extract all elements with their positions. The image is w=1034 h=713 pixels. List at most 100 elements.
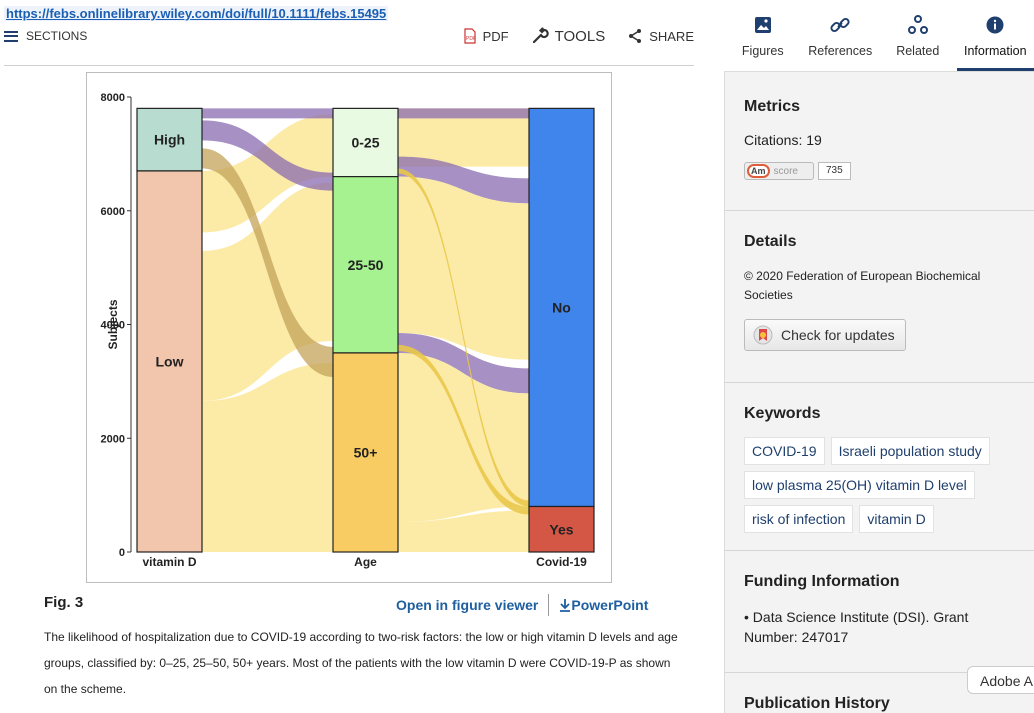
flow-band bbox=[202, 148, 333, 377]
node-label: 0-25 bbox=[351, 135, 379, 151]
keywords-title: Keywords bbox=[744, 405, 821, 422]
open-figure-viewer-link[interactable]: Open in figure viewer bbox=[396, 597, 539, 613]
funding-section: Funding Information • Data Science Insti… bbox=[724, 550, 1034, 672]
publication-history-title[interactable]: Publication History bbox=[744, 695, 890, 712]
check-updates-label: Check for updates bbox=[781, 327, 895, 343]
altmetric-logo: Am bbox=[747, 164, 770, 178]
keyword-tag[interactable]: Israeli population study bbox=[830, 437, 990, 465]
details-section: Details © 2020 Federation of European Bi… bbox=[724, 210, 1034, 382]
adobe-popup[interactable]: Adobe A bbox=[967, 666, 1034, 694]
y-tick-label: 4000 bbox=[101, 320, 125, 332]
flow-band bbox=[398, 156, 529, 204]
figure-caption: The likelihood of hospitalization due to… bbox=[44, 630, 678, 696]
hamburger-icon bbox=[4, 30, 18, 42]
link-icon bbox=[830, 17, 850, 33]
flow-band bbox=[398, 510, 529, 552]
crossmark-icon bbox=[753, 325, 773, 345]
node-label: High bbox=[154, 132, 185, 148]
tab-references[interactable]: References bbox=[802, 0, 880, 71]
x-axis-label: Age bbox=[354, 555, 377, 569]
right-panel bbox=[724, 0, 1034, 713]
tab-related[interactable]: Related bbox=[879, 0, 957, 71]
page-url[interactable]: https://febs.onlinelibrary.wiley.com/doi… bbox=[4, 6, 389, 21]
metrics-section: Metrics Citations: 19 Am score 735 bbox=[724, 72, 1034, 210]
tab-label: References bbox=[808, 44, 873, 58]
pdf-button[interactable]: PDF PDF bbox=[463, 28, 509, 44]
figure-label: Fig. 3 bbox=[44, 594, 84, 611]
tab-figures[interactable]: Figures bbox=[724, 0, 802, 71]
figure-3-image[interactable]: 0 2000 4000 6000 8000 Subjects High Low 0-25 25-5… bbox=[86, 72, 612, 583]
node-label: Low bbox=[156, 353, 184, 369]
node-low bbox=[136, 170, 203, 553]
flow-band bbox=[398, 168, 529, 507]
flow-band bbox=[398, 108, 529, 167]
tab-label: Figures bbox=[741, 44, 784, 58]
node-yes bbox=[528, 505, 595, 553]
node-25-50 bbox=[332, 176, 399, 354]
keywords-section: Keywords COVID-19 Israeli population stu… bbox=[724, 382, 1034, 550]
flow-band bbox=[202, 362, 333, 552]
node-high bbox=[136, 107, 203, 172]
flow-band bbox=[202, 114, 333, 233]
copyright-text: © 2020 Federation of European Biochemica… bbox=[744, 269, 981, 302]
share-icon bbox=[629, 29, 642, 43]
sankey-chart: 0 2000 4000 6000 8000 Subjects High Low 0-25 25-5… bbox=[101, 92, 595, 569]
sections-menu[interactable]: SECTIONS bbox=[4, 29, 87, 43]
flow-band bbox=[398, 344, 529, 515]
pdf-label: PDF bbox=[482, 28, 509, 44]
keyword-tag[interactable]: COVID-19 bbox=[744, 437, 825, 465]
keyword-tag[interactable]: risk of infection bbox=[744, 505, 854, 533]
node-no bbox=[528, 107, 595, 508]
tools-label: TOOLS bbox=[554, 27, 606, 45]
publication-history-section: Publication History bbox=[724, 672, 1034, 713]
flow-band bbox=[202, 120, 333, 191]
tab-information[interactable]: Information bbox=[956, 0, 1034, 71]
tools-button[interactable]: TOOLS bbox=[531, 27, 606, 45]
flow-band bbox=[398, 332, 529, 394]
keyword-tag[interactable]: low plasma 25(OH) vitamin D level bbox=[744, 471, 975, 499]
y-tick-label: 0 bbox=[119, 547, 125, 559]
check-for-updates-button[interactable]: Check for updates bbox=[744, 319, 906, 351]
altmetric-badge[interactable]: Am score 735 bbox=[744, 162, 1034, 180]
flow-band bbox=[398, 176, 529, 360]
y-tick-label: 6000 bbox=[101, 206, 125, 218]
share-label: SHARE bbox=[649, 28, 694, 44]
flow-band bbox=[202, 108, 333, 119]
figure-links: Open in figure viewer PowerPoint bbox=[396, 594, 648, 616]
altmetric-score: 735 bbox=[818, 162, 851, 180]
funding-text: • Data Science Institute (DSI). Grant Nu… bbox=[744, 609, 969, 645]
download-icon bbox=[560, 599, 571, 612]
flow-band bbox=[398, 352, 529, 522]
x-axis-label: vitamin D bbox=[142, 555, 196, 569]
share-button[interactable]: SHARE bbox=[627, 28, 694, 44]
x-axis-label: Covid-19 bbox=[536, 555, 587, 569]
pdf-icon: PDF bbox=[464, 28, 476, 44]
node-label: 50+ bbox=[354, 444, 378, 460]
node-0-25 bbox=[332, 107, 399, 178]
info-icon bbox=[986, 16, 1004, 34]
node-label: No bbox=[552, 299, 571, 315]
y-tick-label: 8000 bbox=[101, 92, 125, 104]
sections-label: SECTIONS bbox=[26, 29, 88, 43]
link-separator bbox=[548, 594, 550, 616]
article-toolbar: PDF PDF TOOLS SHARE bbox=[463, 27, 694, 45]
keyword-tag[interactable]: vitamin D bbox=[859, 505, 934, 533]
tab-label: Related bbox=[896, 44, 940, 58]
image-icon bbox=[754, 17, 771, 33]
y-tick-label: 2000 bbox=[101, 433, 125, 445]
funding-item: Data Science Institute (DSI). Grant Numb… bbox=[744, 609, 969, 645]
details-title: Details bbox=[744, 233, 797, 250]
wrench-icon bbox=[532, 27, 549, 44]
tab-label: Information bbox=[963, 44, 1027, 58]
node-label: Yes bbox=[549, 521, 573, 537]
keywords-list: COVID-19 Israeli population study low pl… bbox=[744, 437, 1024, 533]
citations-count: Citations: 19 bbox=[744, 132, 822, 148]
toolbar-divider bbox=[4, 65, 694, 66]
node-50- bbox=[332, 352, 399, 553]
network-icon bbox=[907, 15, 928, 34]
powerpoint-link[interactable]: PowerPoint bbox=[571, 597, 649, 613]
altmetric-word: score bbox=[773, 165, 798, 177]
svg-text:PDF: PDF bbox=[466, 36, 476, 42]
panel-tabs: Figures References Related Information bbox=[724, 0, 1034, 72]
node-label: 25-50 bbox=[348, 257, 384, 273]
